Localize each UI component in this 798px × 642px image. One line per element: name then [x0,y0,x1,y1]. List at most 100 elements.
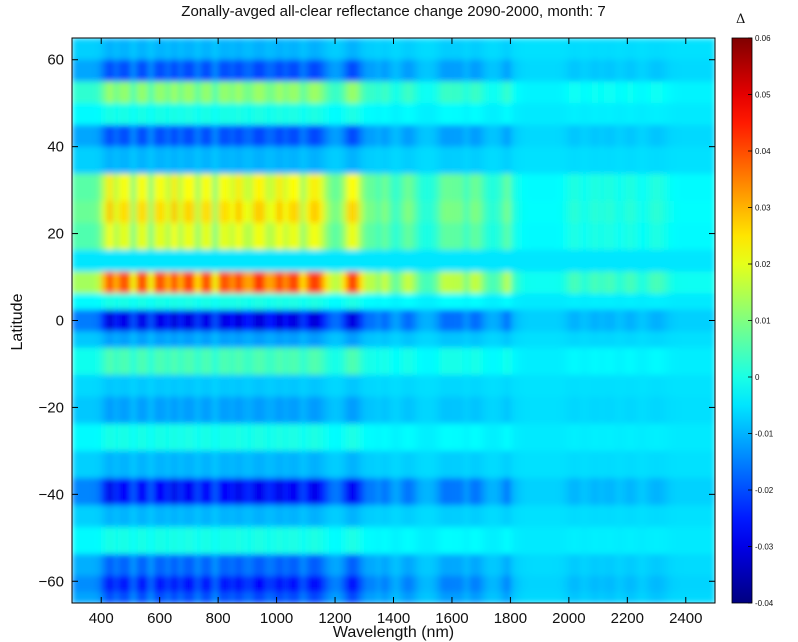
heatmap-cell [563,141,570,148]
heatmap-cell [557,162,564,169]
heatmap-cell [633,135,640,142]
heatmap-cell [416,255,424,262]
heatmap-cell [130,244,137,251]
heatmap-cell [487,108,494,115]
heatmap-cell [218,195,225,202]
heatmap-cell [335,255,342,262]
heatmap-cell [89,168,96,175]
heatmap-cell [253,65,260,72]
heatmap-cell [609,152,617,159]
heatmap-cell [112,141,120,148]
heatmap-cell [504,114,512,121]
heatmap-cell [574,184,582,191]
heatmap-cell [101,190,108,197]
heatmap-cell [656,141,663,148]
heatmap-cell [165,54,172,61]
heatmap-cell [259,200,266,208]
heatmap-cell [358,260,365,267]
heatmap-cell [451,179,459,186]
heatmap-cell [387,108,395,115]
heatmap-cell [504,266,512,273]
heatmap-cell [603,211,611,218]
heatmap-cell [469,249,476,256]
heatmap-cell [165,173,172,180]
heatmap-cell [165,157,172,164]
heatmap-cell [335,157,342,164]
heatmap-cell [621,76,628,83]
heatmap-cell [650,103,658,110]
heatmap-cell [592,222,599,229]
heatmap-cell [639,38,646,45]
heatmap-cell [370,266,377,273]
heatmap-cell [469,200,476,208]
heatmap-cell [639,200,646,208]
heatmap-cell [527,76,535,83]
heatmap-cell [615,260,623,267]
heatmap-cell [229,255,237,262]
heatmap-cell [212,228,219,235]
heatmap-cell [259,114,266,121]
heatmap-cell [633,86,640,93]
heatmap-cell [487,157,494,164]
heatmap-cell [487,146,494,153]
heatmap-cell [621,65,628,72]
heatmap-cell [487,103,494,110]
heatmap-cell [639,239,646,246]
heatmap-cell [598,190,605,197]
heatmap-cell [177,38,184,45]
heatmap-cell [212,43,219,50]
heatmap-cell [241,70,248,77]
heatmap-cell [539,211,547,218]
heatmap-cell [633,146,640,153]
heatmap-cell [574,48,582,55]
heatmap-cell [568,162,576,169]
heatmap-cell [557,146,564,153]
heatmap-cell [522,217,529,224]
heatmap-cell [580,108,587,115]
heatmap-cell [317,282,324,289]
heatmap-cell [516,108,523,115]
heatmap-cell [679,70,687,77]
heatmap-cell [311,200,319,208]
heatmap-cell [621,228,628,235]
heatmap-cell [299,190,307,197]
heatmap-cell [171,48,178,55]
heatmap-cell [381,48,389,55]
heatmap-cell [574,173,582,180]
heatmap-cell [340,184,348,191]
heatmap-cell [77,124,85,131]
heatmap-cell [457,271,465,278]
heatmap-cell [183,92,190,99]
heatmap-cell [533,70,541,77]
heatmap-cell [72,260,79,267]
heatmap-cell [270,135,278,142]
heatmap-cell [428,168,436,175]
heatmap-cell [539,184,547,191]
heatmap-cell [387,228,395,235]
heatmap-cell [235,228,243,235]
heatmap-cell [370,103,377,110]
heatmap-cell [487,200,494,208]
heatmap-cell [697,233,704,240]
heatmap-cell [340,48,348,55]
heatmap-cell [639,244,646,251]
heatmap-cell [475,162,482,169]
heatmap-cell [259,70,266,77]
heatmap-cell [644,222,652,229]
heatmap-cell [639,173,646,180]
heatmap-cell [434,59,441,66]
heatmap-cell [603,244,611,251]
heatmap-cell [218,173,225,180]
heatmap-cell [77,76,85,83]
heatmap-cell [492,255,500,262]
heatmap-cell [627,266,634,273]
heatmap-cell [539,92,547,99]
heatmap-cell [656,76,663,83]
heatmap-cell [212,184,219,191]
heatmap-cell [405,260,412,267]
heatmap-cell [691,195,699,202]
heatmap-cell [305,190,313,197]
heatmap-cell [212,217,219,224]
heatmap-cell [580,168,587,175]
heatmap-cell [142,222,149,229]
